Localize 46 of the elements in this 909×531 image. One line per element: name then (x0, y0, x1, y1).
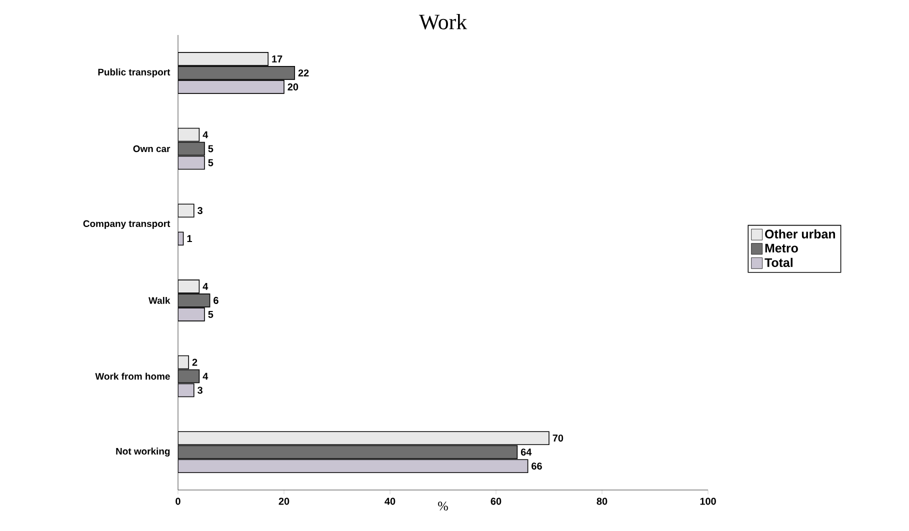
bar (178, 459, 528, 473)
legend-label: Metro (765, 244, 798, 253)
data-label: 3 (198, 207, 202, 214)
bar (178, 156, 205, 170)
bar (178, 142, 205, 156)
data-label: 4 (202, 372, 208, 380)
data-label: 2 (192, 358, 198, 366)
bar (178, 128, 200, 142)
chart-title: Work (418, 14, 468, 30)
bar (178, 52, 268, 66)
y-tick-label: Walk (148, 296, 170, 304)
legend-label: Total (764, 258, 792, 268)
bar (178, 66, 295, 80)
x-tick-label: 20 (278, 498, 290, 505)
data-label: 64 (520, 448, 532, 456)
data-label: 5 (208, 310, 214, 318)
bar (178, 80, 284, 94)
x-tick-label: 60 (490, 498, 502, 505)
bar (178, 383, 194, 398)
data-label: 17 (272, 55, 282, 62)
y-tick-label: Own car (133, 145, 170, 152)
y-tick-label: Work from home (95, 372, 170, 380)
y-tick-label: Company transport (83, 220, 170, 229)
bar (178, 369, 200, 384)
x-tick-label: 100 (700, 498, 716, 505)
data-label: 66 (532, 462, 542, 470)
x-tick-label: 0 (176, 498, 180, 505)
bar (178, 445, 518, 459)
data-label: 1 (187, 235, 192, 242)
data-label: 4 (202, 282, 208, 290)
bar (178, 431, 550, 445)
x-axis-title: % (438, 502, 448, 510)
data-label: 22 (298, 69, 309, 76)
data-label: 20 (288, 83, 298, 90)
legend-label: Other urban (765, 229, 836, 238)
data-label: 4 (202, 131, 208, 138)
data-label: 5 (208, 159, 214, 166)
x-tick-label: 80 (596, 498, 608, 505)
y-tick-label: Not working (116, 448, 170, 457)
data-label: 5 (208, 145, 214, 152)
y-tick-label: Public transport (98, 68, 170, 78)
bar (178, 294, 210, 308)
x-tick-label: 40 (384, 498, 396, 505)
data-label: 3 (198, 386, 202, 394)
data-label: 6 (214, 296, 218, 304)
data-label: 70 (552, 434, 564, 442)
